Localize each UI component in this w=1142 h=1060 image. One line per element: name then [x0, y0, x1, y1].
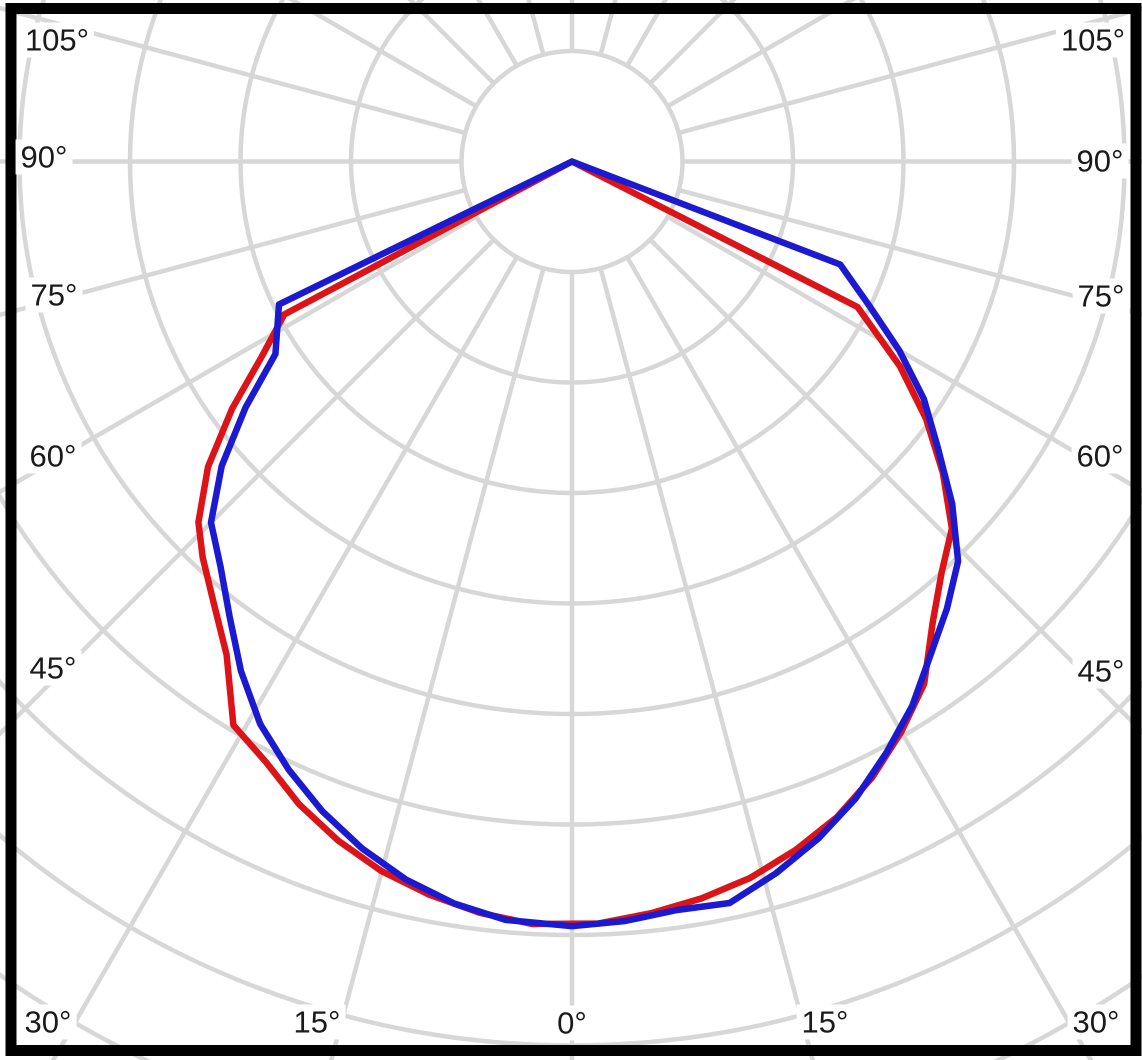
angle-label-11-15deg: 15°: [288, 1004, 346, 1040]
diagram-border-frame: [5, 3, 1142, 1056]
grid-ray-315deg: [0, 238, 496, 737]
grid-ray-285deg: [0, 187, 466, 318]
angle-label-4-45deg: 45°: [24, 650, 82, 686]
angle-label-3-60deg: 60°: [24, 438, 82, 474]
grid-ray-45deg: [648, 238, 1142, 735]
grid-ray-105deg: [678, 6, 1142, 136]
grid-ray-30deg: [625, 256, 1094, 1060]
angle-label-10-30deg: 30°: [19, 1004, 77, 1040]
angle-label-7-75deg: 75°: [1072, 278, 1130, 314]
grid-ray-240deg: [287, 0, 478, 109]
grid-ray-345deg: [328, 267, 546, 1060]
grid-ray-255deg: [0, 5, 466, 136]
angle-label-12-0deg: 0°: [552, 1005, 592, 1041]
grid-ray-15deg: [598, 267, 816, 1060]
angle-label-9-45deg: 45°: [1072, 653, 1130, 689]
grid-ray-300deg: [0, 214, 478, 495]
angle-label-6-90deg: 90°: [1071, 143, 1129, 179]
grid-ray-120deg: [666, 0, 857, 109]
angle-label-5-105deg: 105°: [1055, 22, 1131, 58]
blue-curve: [207, 158, 962, 930]
angle-label-2-75deg: 75°: [25, 277, 83, 313]
red-curve: [195, 158, 956, 928]
angle-label-1-90deg: 90°: [15, 139, 73, 175]
angle-label-8-60deg: 60°: [1071, 438, 1129, 474]
angle-label-14-30deg: 30°: [1067, 1004, 1125, 1040]
grid-ray-60deg: [666, 214, 1142, 494]
grid-ray-75deg: [678, 187, 1142, 317]
intensity-curves: [195, 158, 962, 930]
angle-label-13-15deg: 15°: [796, 1004, 854, 1040]
angle-label-0-105deg: 105°: [19, 22, 95, 58]
